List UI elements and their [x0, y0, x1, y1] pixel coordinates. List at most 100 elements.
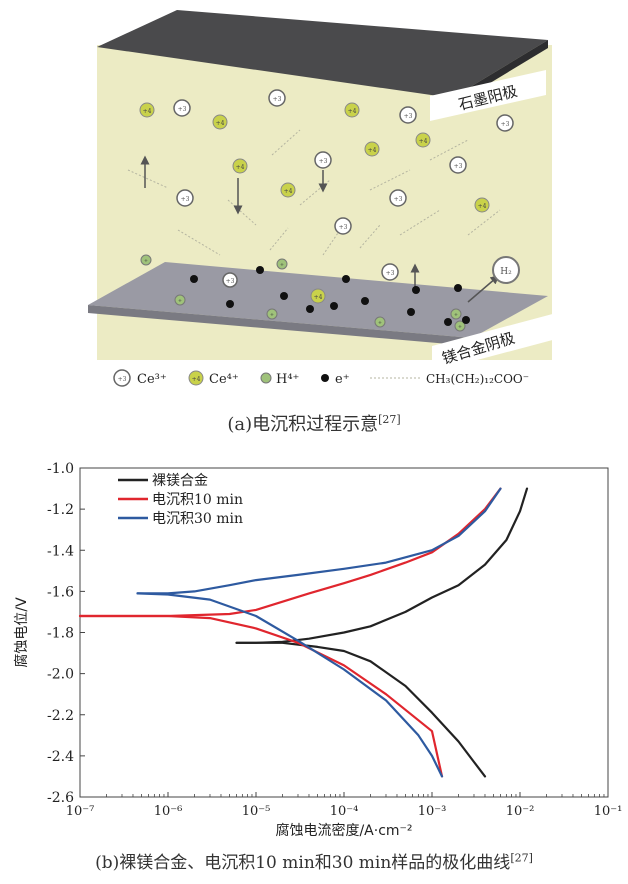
svg-text:+: + — [280, 262, 284, 268]
caption-b-ref: [27] — [510, 851, 533, 865]
y-tick-label: -1.0 — [47, 461, 74, 477]
x-tick-label: 10⁻² — [506, 804, 535, 819]
x-tick-label: 10⁻⁵ — [242, 804, 271, 819]
species-legend: +3 Ce³⁺ +4 Ce⁴⁺ H⁴⁺ e⁺ CH₃(CH₂)₁₂COO⁻ — [113, 369, 529, 387]
h-ion: + — [276, 258, 288, 270]
y-tick-label: -1.6 — [47, 584, 74, 600]
legend-e: e⁺ — [321, 372, 350, 387]
svg-text:+3: +3 — [394, 196, 403, 203]
caption-a: (a)电沉积过程示意[27] — [0, 410, 628, 436]
svg-text:+: + — [270, 312, 274, 318]
ce4-ion: +4 — [280, 182, 296, 198]
x-tick-label: 10⁻⁷ — [66, 804, 95, 819]
ce4-ions: +4 +4 +4 +4 +4 +4 +4 +4 +4 — [139, 102, 490, 304]
anode-label-band — [430, 70, 546, 121]
y-tick-label: -2.0 — [47, 667, 74, 683]
x-tick-label: 10⁻¹ — [594, 804, 623, 819]
y-tick-label: -2.6 — [47, 790, 74, 806]
svg-text:+3: +3 — [118, 376, 127, 383]
ce3-ion: +3 — [314, 151, 332, 169]
legend-ce4: +4 Ce⁴⁺ — [188, 370, 239, 387]
h2-bubble: H₂ — [492, 256, 520, 284]
ce3-ion: +3 — [334, 217, 352, 235]
series-1-cathodic-line — [235, 641, 487, 778]
ce4-ion: +4 — [344, 102, 360, 118]
h-ion: + — [450, 308, 462, 320]
series-2-cathodic-line — [78, 614, 444, 778]
ce4-ion: +4 — [310, 288, 326, 304]
svg-text:+4: +4 — [478, 203, 487, 210]
caption-b: (b)裸镁合金、电沉积10 min和30 min样品的极化曲线[27] — [0, 848, 628, 873]
legend-h: H⁴⁺ — [260, 372, 299, 387]
ce3-ion: +3 — [268, 89, 286, 107]
legend-ce3: +3 Ce³⁺ — [113, 369, 167, 387]
ce4-ion: +4 — [474, 197, 490, 213]
svg-text:+3: +3 — [454, 163, 463, 170]
svg-text:+3: +3 — [273, 96, 282, 103]
caption-a-ref: [27] — [378, 413, 401, 426]
series-2-anodic-line — [78, 487, 502, 618]
electrons — [190, 266, 470, 326]
svg-text:+3: +3 — [226, 278, 235, 285]
y-tick-label: -2.4 — [47, 749, 74, 765]
x-tick-label: 10⁻⁴ — [330, 804, 359, 819]
h-ion: + — [454, 320, 466, 332]
svg-text:+4: +4 — [236, 164, 245, 171]
h-ion: + — [374, 316, 386, 328]
svg-text:+4: +4 — [368, 147, 377, 154]
svg-text:+4: +4 — [284, 188, 293, 195]
h-ion: + — [174, 294, 186, 306]
cathode-plate-edge — [88, 305, 472, 346]
ce3-ion: +3 — [496, 114, 514, 132]
svg-text:+3: +3 — [339, 224, 348, 231]
svg-text:+: + — [458, 324, 462, 330]
polarization-chart: -1.0 -1.2 -1.4 -1.6 -1.8 -2.0 -2.2 -2.4 -2.610⁻⁷… — [13, 461, 623, 839]
caption-b-text: (b)裸镁合金、电沉积10 min和30 min样品的极化曲线 — [95, 853, 511, 873]
y-axis-label: 腐蚀电位/V — [13, 597, 30, 668]
x-tick-label: 10⁻³ — [418, 804, 447, 819]
ce4-ion: +4 — [139, 102, 155, 118]
legend-label-1: 裸镁合金 — [152, 473, 208, 489]
legend-label-3: 电沉积30 min — [152, 511, 243, 527]
svg-text:+3: +3 — [404, 113, 413, 120]
h-ion: + — [266, 308, 278, 320]
y-tick-label: -1.2 — [47, 502, 74, 518]
y-tick-label: -2.2 — [47, 708, 74, 724]
svg-text:CH₃(CH₂)₁₂COO⁻: CH₃(CH₂)₁₂COO⁻ — [426, 372, 529, 386]
svg-text:+: + — [178, 298, 182, 304]
series-3-anodic-line — [136, 487, 502, 595]
legend-ligand: CH₃(CH₂)₁₂COO⁻ — [370, 372, 529, 386]
ce3-ion: +3 — [222, 272, 238, 288]
svg-text:H₂: H₂ — [500, 267, 512, 277]
series-3-cathodic-line — [136, 592, 444, 778]
ce3-ion: +3 — [399, 106, 417, 124]
svg-text:+4: +4 — [314, 294, 323, 301]
svg-text:+4: +4 — [192, 376, 201, 383]
migration-arrows — [140, 155, 500, 303]
ce4-ion: +4 — [232, 158, 248, 174]
x-tick-label: 10⁻⁶ — [154, 804, 183, 819]
ce3-ion: +3 — [381, 263, 399, 281]
svg-text:+4: +4 — [348, 108, 357, 115]
svg-text:+3: +3 — [181, 196, 190, 203]
caption-a-text: (a)电沉积过程示意 — [227, 414, 379, 435]
svg-text:Ce⁴⁺: Ce⁴⁺ — [209, 372, 239, 387]
svg-text:+3: +3 — [178, 106, 187, 113]
svg-text:+3: +3 — [386, 270, 395, 277]
ce3-ions: +3 +3 +3 +3 +3 +3 +3 +3 +3 +3 +3 — [173, 89, 514, 288]
svg-text:+: + — [454, 312, 458, 318]
ce3-ion: +3 — [449, 156, 467, 174]
cathode-label-band — [432, 312, 560, 372]
svg-text:+: + — [378, 320, 382, 326]
ce3-ion: +3 — [176, 189, 194, 207]
legend-label-2: 电沉积10 min — [152, 492, 243, 508]
svg-text:e⁺: e⁺ — [335, 372, 350, 387]
electrodeposition-schematic: 石墨阳极 镁合金阴极 +3 +3 +3 +3 +3 +3 +3 +3 — [88, 10, 560, 387]
ce3-ion: +3 — [389, 189, 407, 207]
h-ion: + — [140, 254, 152, 266]
svg-text:+: + — [144, 258, 148, 264]
h-ions: + + + + + + + — [140, 254, 466, 332]
ce3-ion: +3 — [173, 99, 191, 117]
ce4-ion: +4 — [415, 132, 431, 148]
svg-text:+4: +4 — [419, 138, 428, 145]
